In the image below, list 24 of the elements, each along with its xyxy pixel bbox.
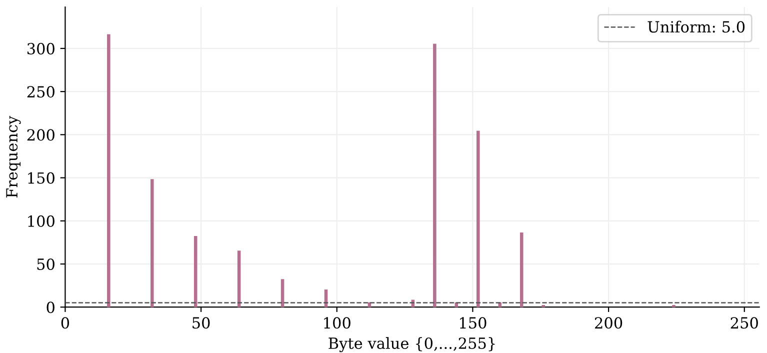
x-tick-label: 200 <box>595 317 622 329</box>
y-tick-label: 250 <box>27 86 54 98</box>
x-tick-label: 50 <box>192 317 210 329</box>
y-tick-label: 50 <box>37 258 54 270</box>
bar <box>150 179 154 308</box>
y-axis-title: Frequency <box>6 116 21 198</box>
x-axis-title: Byte value {0,...,255} <box>328 337 495 352</box>
y-tick-label: 300 <box>27 42 54 54</box>
x-tick-label: 250 <box>730 317 758 329</box>
bar <box>107 34 110 308</box>
bar <box>433 44 436 308</box>
bar <box>520 232 524 308</box>
bar <box>194 236 198 308</box>
y-tick-label: 200 <box>27 129 54 141</box>
x-tick-label: 150 <box>460 317 486 329</box>
x-tick-label: 0 <box>61 317 70 329</box>
bar <box>498 302 502 308</box>
y-tick-label: 0 <box>46 302 54 314</box>
bar <box>476 130 480 308</box>
y-tick-label: 100 <box>28 215 54 227</box>
x-tick-label: 100 <box>324 317 350 329</box>
bar <box>280 279 284 308</box>
legend-label: Uniform: 5.0 <box>648 20 745 33</box>
y-tick-label: 150 <box>28 172 54 184</box>
